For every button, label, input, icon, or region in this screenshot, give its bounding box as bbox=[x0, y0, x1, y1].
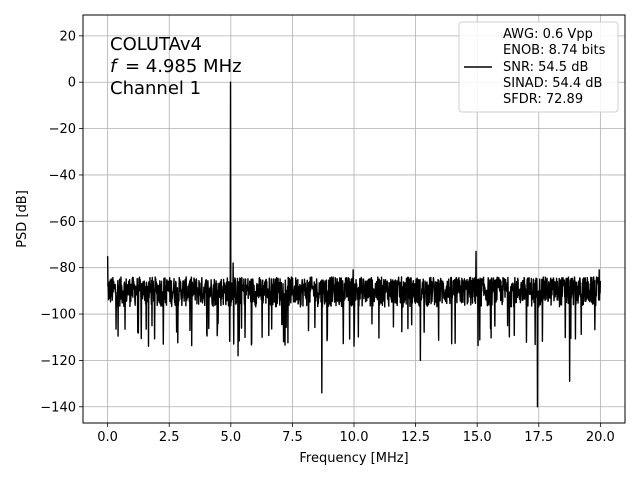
annotation-box: COLUTAv4 f = 4.985 MHz Channel 1 bbox=[110, 34, 242, 99]
legend-entry-snr: SNR: 54.5 dB bbox=[503, 60, 588, 75]
legend-entry-enob: ENOB: 8.74 bits bbox=[503, 43, 606, 58]
psd-series-line bbox=[106, 81, 602, 408]
y-tick-label: −100 bbox=[40, 308, 76, 323]
x-tick-label: 12.5 bbox=[401, 430, 430, 445]
y-tick-label: −80 bbox=[49, 261, 76, 276]
x-tick-label: 2.5 bbox=[159, 430, 180, 445]
x-tick-label: 17.5 bbox=[524, 430, 553, 445]
x-tick-label: 5.0 bbox=[220, 430, 241, 445]
x-tick-label: 20.0 bbox=[586, 430, 615, 445]
y-axis-ticks: 20 0 −20 −40 −60 −80 −100 −120 −140 bbox=[40, 29, 83, 415]
x-tick-label: 10.0 bbox=[340, 430, 369, 445]
x-tick-label: 0.0 bbox=[97, 430, 118, 445]
y-tick-label: 20 bbox=[59, 29, 76, 44]
x-tick-label: 15.0 bbox=[463, 430, 492, 445]
y-tick-label: −140 bbox=[40, 400, 76, 415]
annotation-line-3: Channel 1 bbox=[110, 78, 201, 99]
x-axis-ticks: 0.0 2.5 5.0 7.5 10.0 12.5 15.0 17.5 20.0 bbox=[97, 423, 615, 445]
annotation-line-2: = 4.985 MHz bbox=[125, 56, 242, 77]
legend-entry-sfdr: SFDR: 72.89 bbox=[503, 92, 583, 107]
legend: AWG: 0.6 Vpp ENOB: 8.74 bits SNR: 54.5 d… bbox=[458, 21, 619, 113]
plot-area bbox=[106, 81, 602, 408]
x-axis-label: Frequency [MHz] bbox=[299, 451, 408, 466]
annotation-line-1: COLUTAv4 bbox=[110, 34, 202, 55]
y-tick-label: −40 bbox=[49, 168, 76, 183]
y-tick-label: −60 bbox=[49, 215, 76, 230]
y-axis-label: PSD [dB] bbox=[15, 190, 30, 248]
legend-entry-awg: AWG: 0.6 Vpp bbox=[503, 27, 593, 42]
legend-entry-sinad: SINAD: 54.4 dB bbox=[503, 76, 602, 91]
y-tick-label: −20 bbox=[49, 122, 76, 137]
annotation-symbol: f bbox=[110, 56, 119, 77]
legend-box bbox=[458, 21, 619, 113]
y-tick-label: 0 bbox=[68, 76, 76, 91]
x-tick-label: 7.5 bbox=[282, 430, 303, 445]
y-tick-label: −120 bbox=[40, 354, 76, 369]
